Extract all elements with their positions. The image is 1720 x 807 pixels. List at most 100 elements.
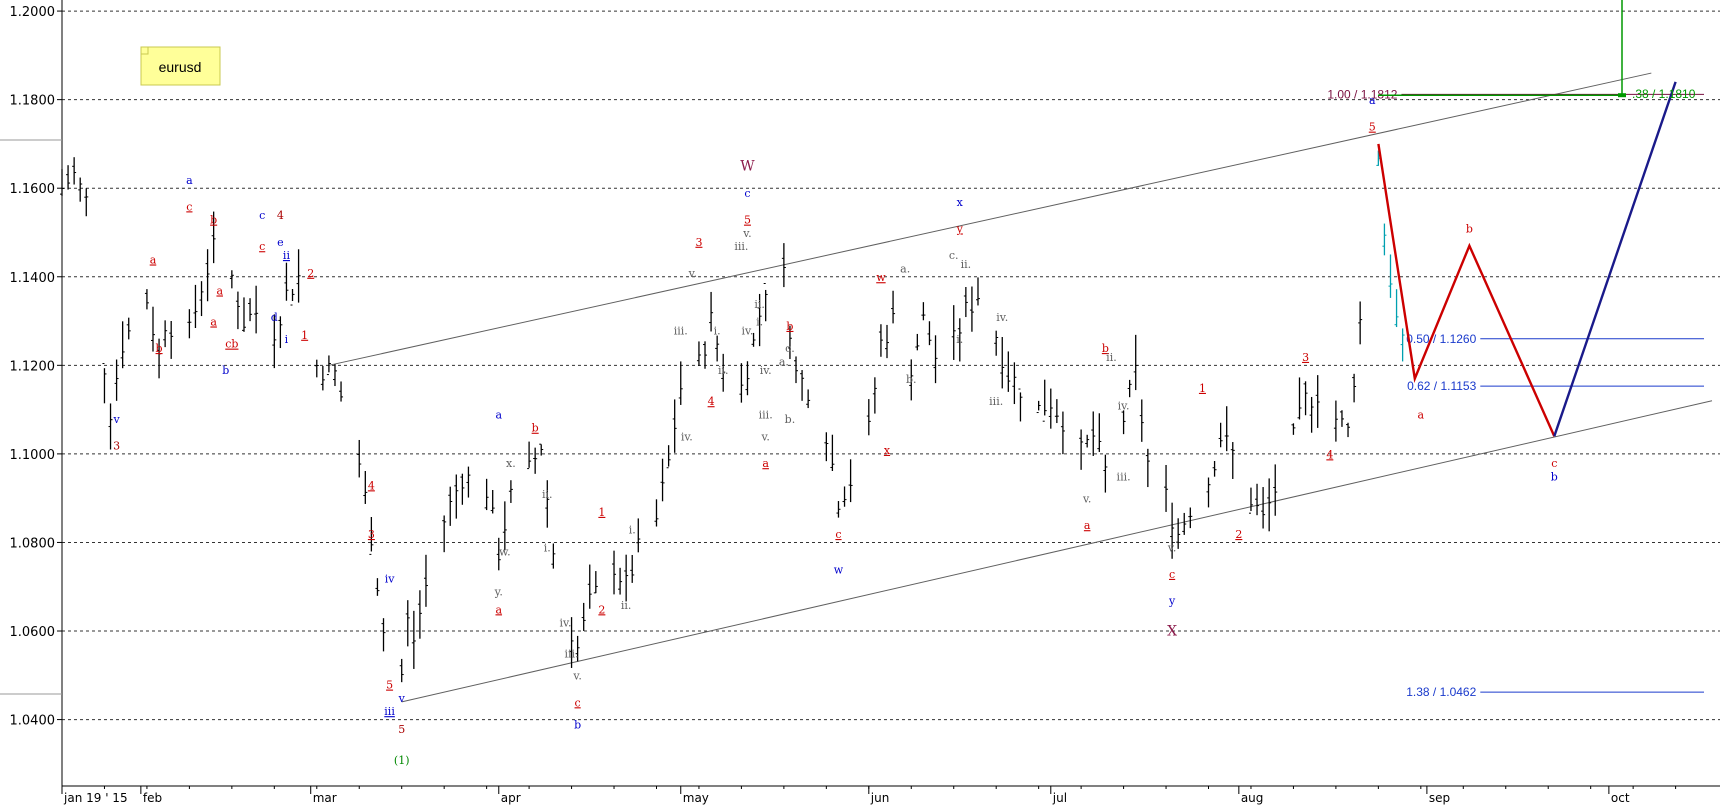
marker-label: .38 / 1.1810 <box>1632 87 1696 101</box>
wave-label: d <box>271 311 278 324</box>
wave-label: W <box>740 158 755 174</box>
x-tick-label: mar <box>313 791 337 805</box>
fibonacci-levels: 1.00 / 1.1812 0.50 / 1.1260 0.62 / 1.1153 1… <box>1327 87 1704 699</box>
wave-label: x <box>884 444 891 457</box>
symbol-label: eurusd <box>159 59 202 75</box>
trend-channel <box>328 72 1713 703</box>
wave-label: iii. <box>734 240 748 253</box>
wave-label: b <box>1466 222 1473 235</box>
price-bars <box>60 150 1405 683</box>
wave-label: b <box>210 214 217 227</box>
wave-label: a <box>186 174 193 187</box>
grid-lines <box>62 10 1720 721</box>
wave-label: 5 <box>398 723 405 736</box>
channel-line <box>328 72 1652 366</box>
wave-label: (1) <box>394 754 410 767</box>
wave-label: b <box>156 342 163 355</box>
wave-label: y <box>956 222 964 235</box>
wave-label: v <box>398 692 406 705</box>
wave-label: a. <box>900 262 910 275</box>
wave-label: iii. <box>674 324 688 337</box>
wave-label: c <box>259 240 265 253</box>
wave-label: c <box>575 696 581 709</box>
wave-label: ii <box>283 249 291 262</box>
wave-label: ii. <box>621 599 632 612</box>
wave-label: iv. <box>996 311 1008 324</box>
wave-label: c <box>835 528 841 541</box>
wave-label: a <box>1084 519 1091 532</box>
top-right-marker: .38 / 1.1810 <box>1378 0 1696 101</box>
wave-label: 3 <box>368 528 375 541</box>
y-tick-label: 1.1400 <box>10 271 56 286</box>
wave-label: ii. <box>961 258 972 271</box>
wave-label: iii. <box>989 395 1003 408</box>
wave-label: 1 <box>301 329 308 342</box>
wave-label: a. <box>779 355 789 368</box>
y-tick-label: 1.0400 <box>10 714 56 729</box>
wave-label: a <box>210 315 217 328</box>
y-tick-label: 1.1200 <box>10 359 56 374</box>
wave-label: ii. <box>718 364 729 377</box>
wave-label: ii. <box>542 488 553 501</box>
y-tick-label: 1.2000 <box>10 5 56 20</box>
wave-label: c. <box>785 342 795 355</box>
y-tick-label: 1.0600 <box>10 625 56 640</box>
x-tick-label: aug <box>1241 791 1264 805</box>
symbol-note: eurusd <box>140 46 221 86</box>
wave-label: i. <box>756 315 763 328</box>
wave-label: a <box>1418 408 1425 421</box>
wave-label: iv. <box>560 617 572 630</box>
wave-label: v. <box>688 267 697 280</box>
x-tick-label: oct <box>1611 791 1630 805</box>
wave-label: i. <box>714 324 721 337</box>
wave-label: c <box>1169 568 1175 581</box>
x-tick-label: sep <box>1429 791 1450 805</box>
wave-label: v. <box>572 670 581 683</box>
wave-label: v <box>112 413 120 426</box>
wave-label: b. <box>785 413 796 426</box>
wave-label: v. <box>742 227 751 240</box>
wave-label: c <box>259 209 265 222</box>
wave-label: w. <box>499 546 511 559</box>
wave-label: c <box>186 200 192 213</box>
wave-label: b <box>532 422 539 435</box>
wave-label: iv. <box>681 431 693 444</box>
wave-label: 3 <box>1302 351 1309 364</box>
wave-label: b <box>222 364 229 377</box>
wave-label: b <box>786 320 793 333</box>
y-tick-label: 1.1800 <box>10 94 56 109</box>
wave-label: 4 <box>708 395 715 408</box>
wave-label: iii. <box>1117 470 1131 483</box>
y-tick-label: 1.1600 <box>10 182 56 197</box>
wave-label: w <box>834 563 844 576</box>
fib-level-label: 1.38 / 1.0462 <box>1406 685 1476 699</box>
wave-label: iii. <box>759 408 773 421</box>
wave-label: c <box>744 187 750 200</box>
wave-label: i. <box>544 541 551 554</box>
fib-level-label: 1.00 / 1.1812 <box>1327 87 1397 101</box>
wave-label: 5 <box>1369 121 1376 134</box>
y-tick-label: 1.0800 <box>10 536 56 551</box>
x-tick-label: jan 19 ' 15 <box>63 791 128 805</box>
wave-label: iv <box>385 572 396 585</box>
wave-label: x. <box>506 457 516 470</box>
wave-label: 5 <box>744 214 751 227</box>
wave-label: cb <box>225 338 238 351</box>
x-tick-label: apr <box>501 791 521 805</box>
wave-label: iii <box>384 705 395 718</box>
wave-label: iii. <box>565 648 579 661</box>
x-tick-label: jul <box>1052 791 1067 805</box>
wave-label: c <box>1551 457 1557 470</box>
wave-label: a <box>495 408 502 421</box>
y-axis-ticks: 1.0400 1.0600 1.0800 1.1000 1.1200 1.1400 1.16… <box>10 5 62 729</box>
wave-label: y. <box>494 586 503 599</box>
forecast-paths <box>1377 81 1677 437</box>
wave-label: 5 <box>386 679 393 692</box>
wave-label: b <box>574 718 581 731</box>
channel-line <box>401 400 1713 703</box>
forecast-path <box>1553 81 1677 437</box>
wave-label: a <box>762 457 769 470</box>
y-tick-label: 1.1000 <box>10 448 56 463</box>
